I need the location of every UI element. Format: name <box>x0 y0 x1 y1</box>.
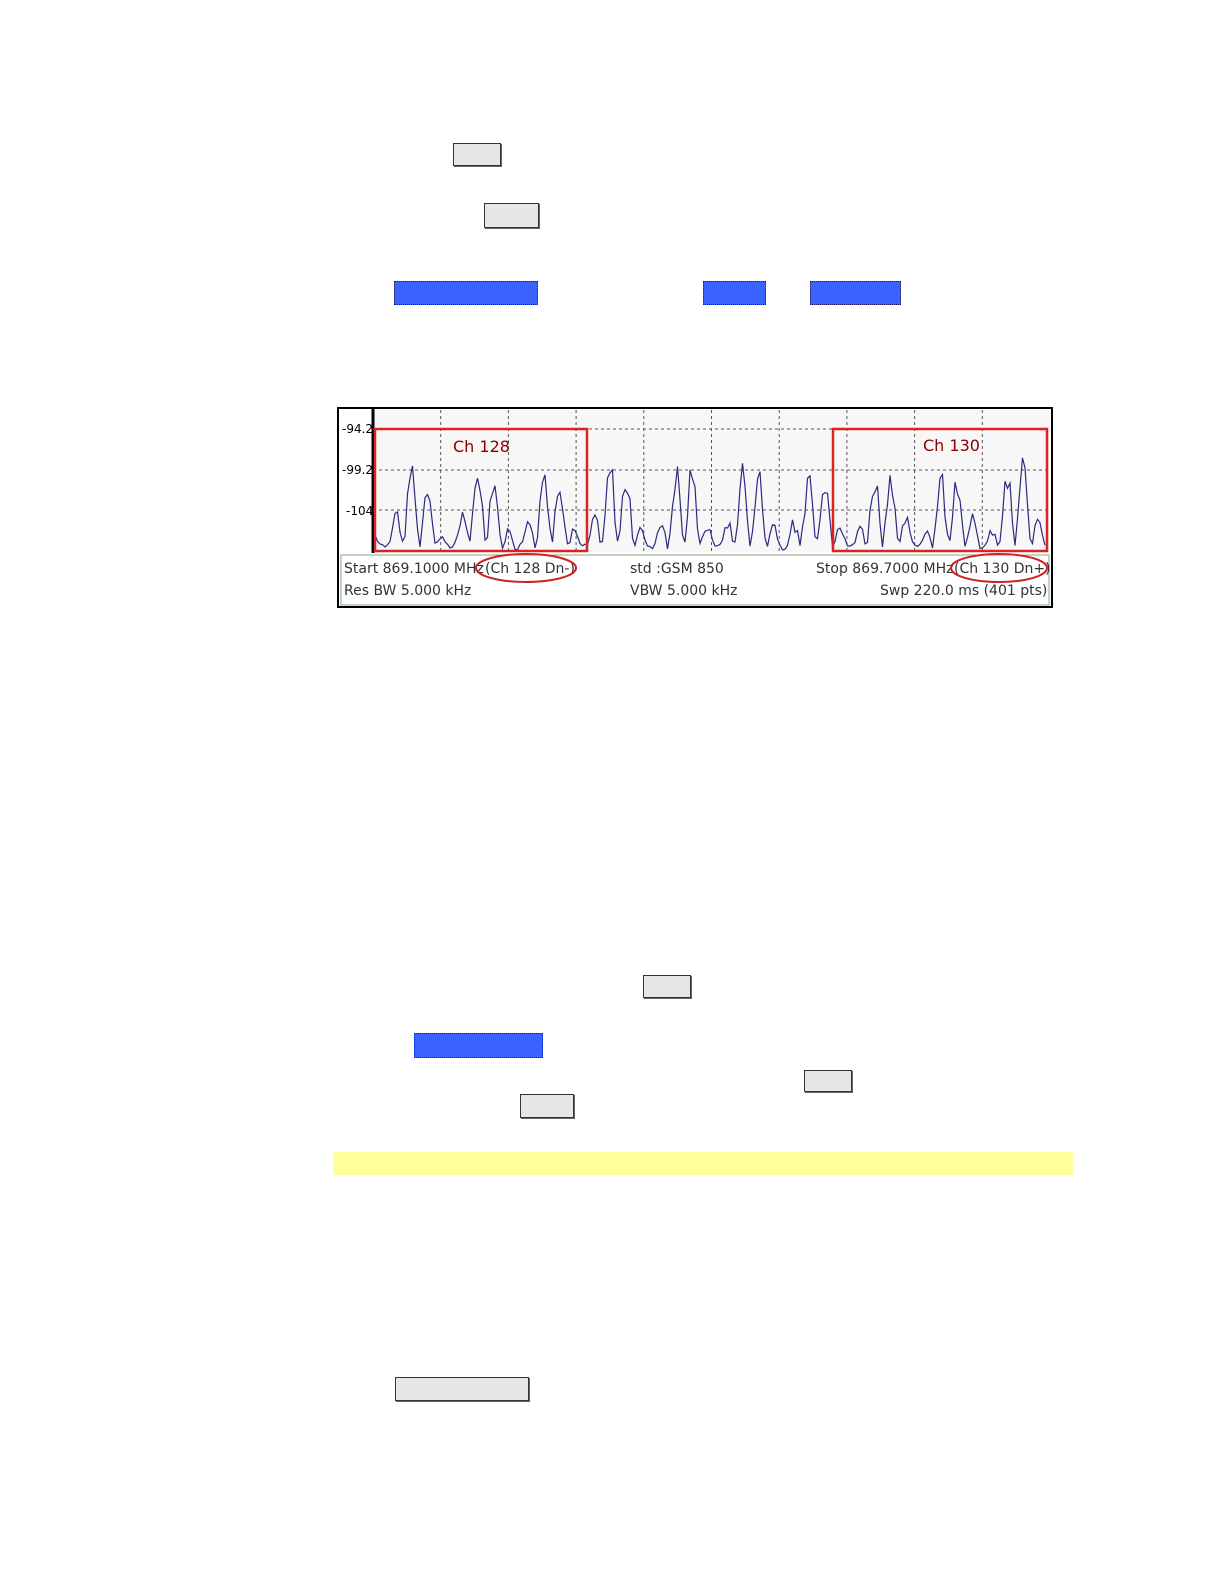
status-text: Res BW 5.000 kHz <box>344 583 471 599</box>
key-button[interactable] <box>520 1094 574 1118</box>
status-bar <box>340 554 1050 606</box>
callout-ellipse <box>950 553 1048 583</box>
y-label: -104 <box>346 504 373 518</box>
spectrum-trace <box>374 457 1046 551</box>
key-button[interactable] <box>395 1377 529 1401</box>
key-button[interactable] <box>643 975 691 998</box>
softkey-highlight[interactable] <box>414 1033 543 1058</box>
status-text: (Ch 128 Dn-) <box>485 561 575 577</box>
channel-box <box>831 427 1049 553</box>
status-text: (Ch 130 Dn+) <box>954 561 1051 577</box>
region-label: Ch 128 <box>453 437 510 456</box>
status-text: VBW 5.000 kHz <box>630 583 738 599</box>
key-button[interactable] <box>453 143 501 166</box>
key-button[interactable] <box>804 1070 852 1092</box>
y-label: -99.2 <box>342 463 373 477</box>
status-text: Start 869.1000 MHz <box>344 561 484 577</box>
analyzer-screenshot: Ch 128 Ch 130 -94.2 -99.2 -104 Start 869… <box>337 407 1053 608</box>
y-label: -94.2 <box>342 422 373 436</box>
softkey-highlight[interactable] <box>810 281 901 305</box>
channel-box <box>373 427 589 553</box>
key-button[interactable] <box>484 203 539 228</box>
plot-area <box>373 410 1050 552</box>
status-text: Stop 869.7000 MHz <box>816 561 953 577</box>
note-highlight <box>333 1152 1073 1175</box>
status-text: Swp 220.0 ms (401 pts) <box>880 583 1047 599</box>
region-label: Ch 130 <box>923 436 980 455</box>
status-text: std :GSM 850 <box>630 561 724 577</box>
callout-ellipse <box>475 553 577 583</box>
softkey-highlight[interactable] <box>394 281 538 305</box>
softkey-highlight[interactable] <box>703 281 766 305</box>
